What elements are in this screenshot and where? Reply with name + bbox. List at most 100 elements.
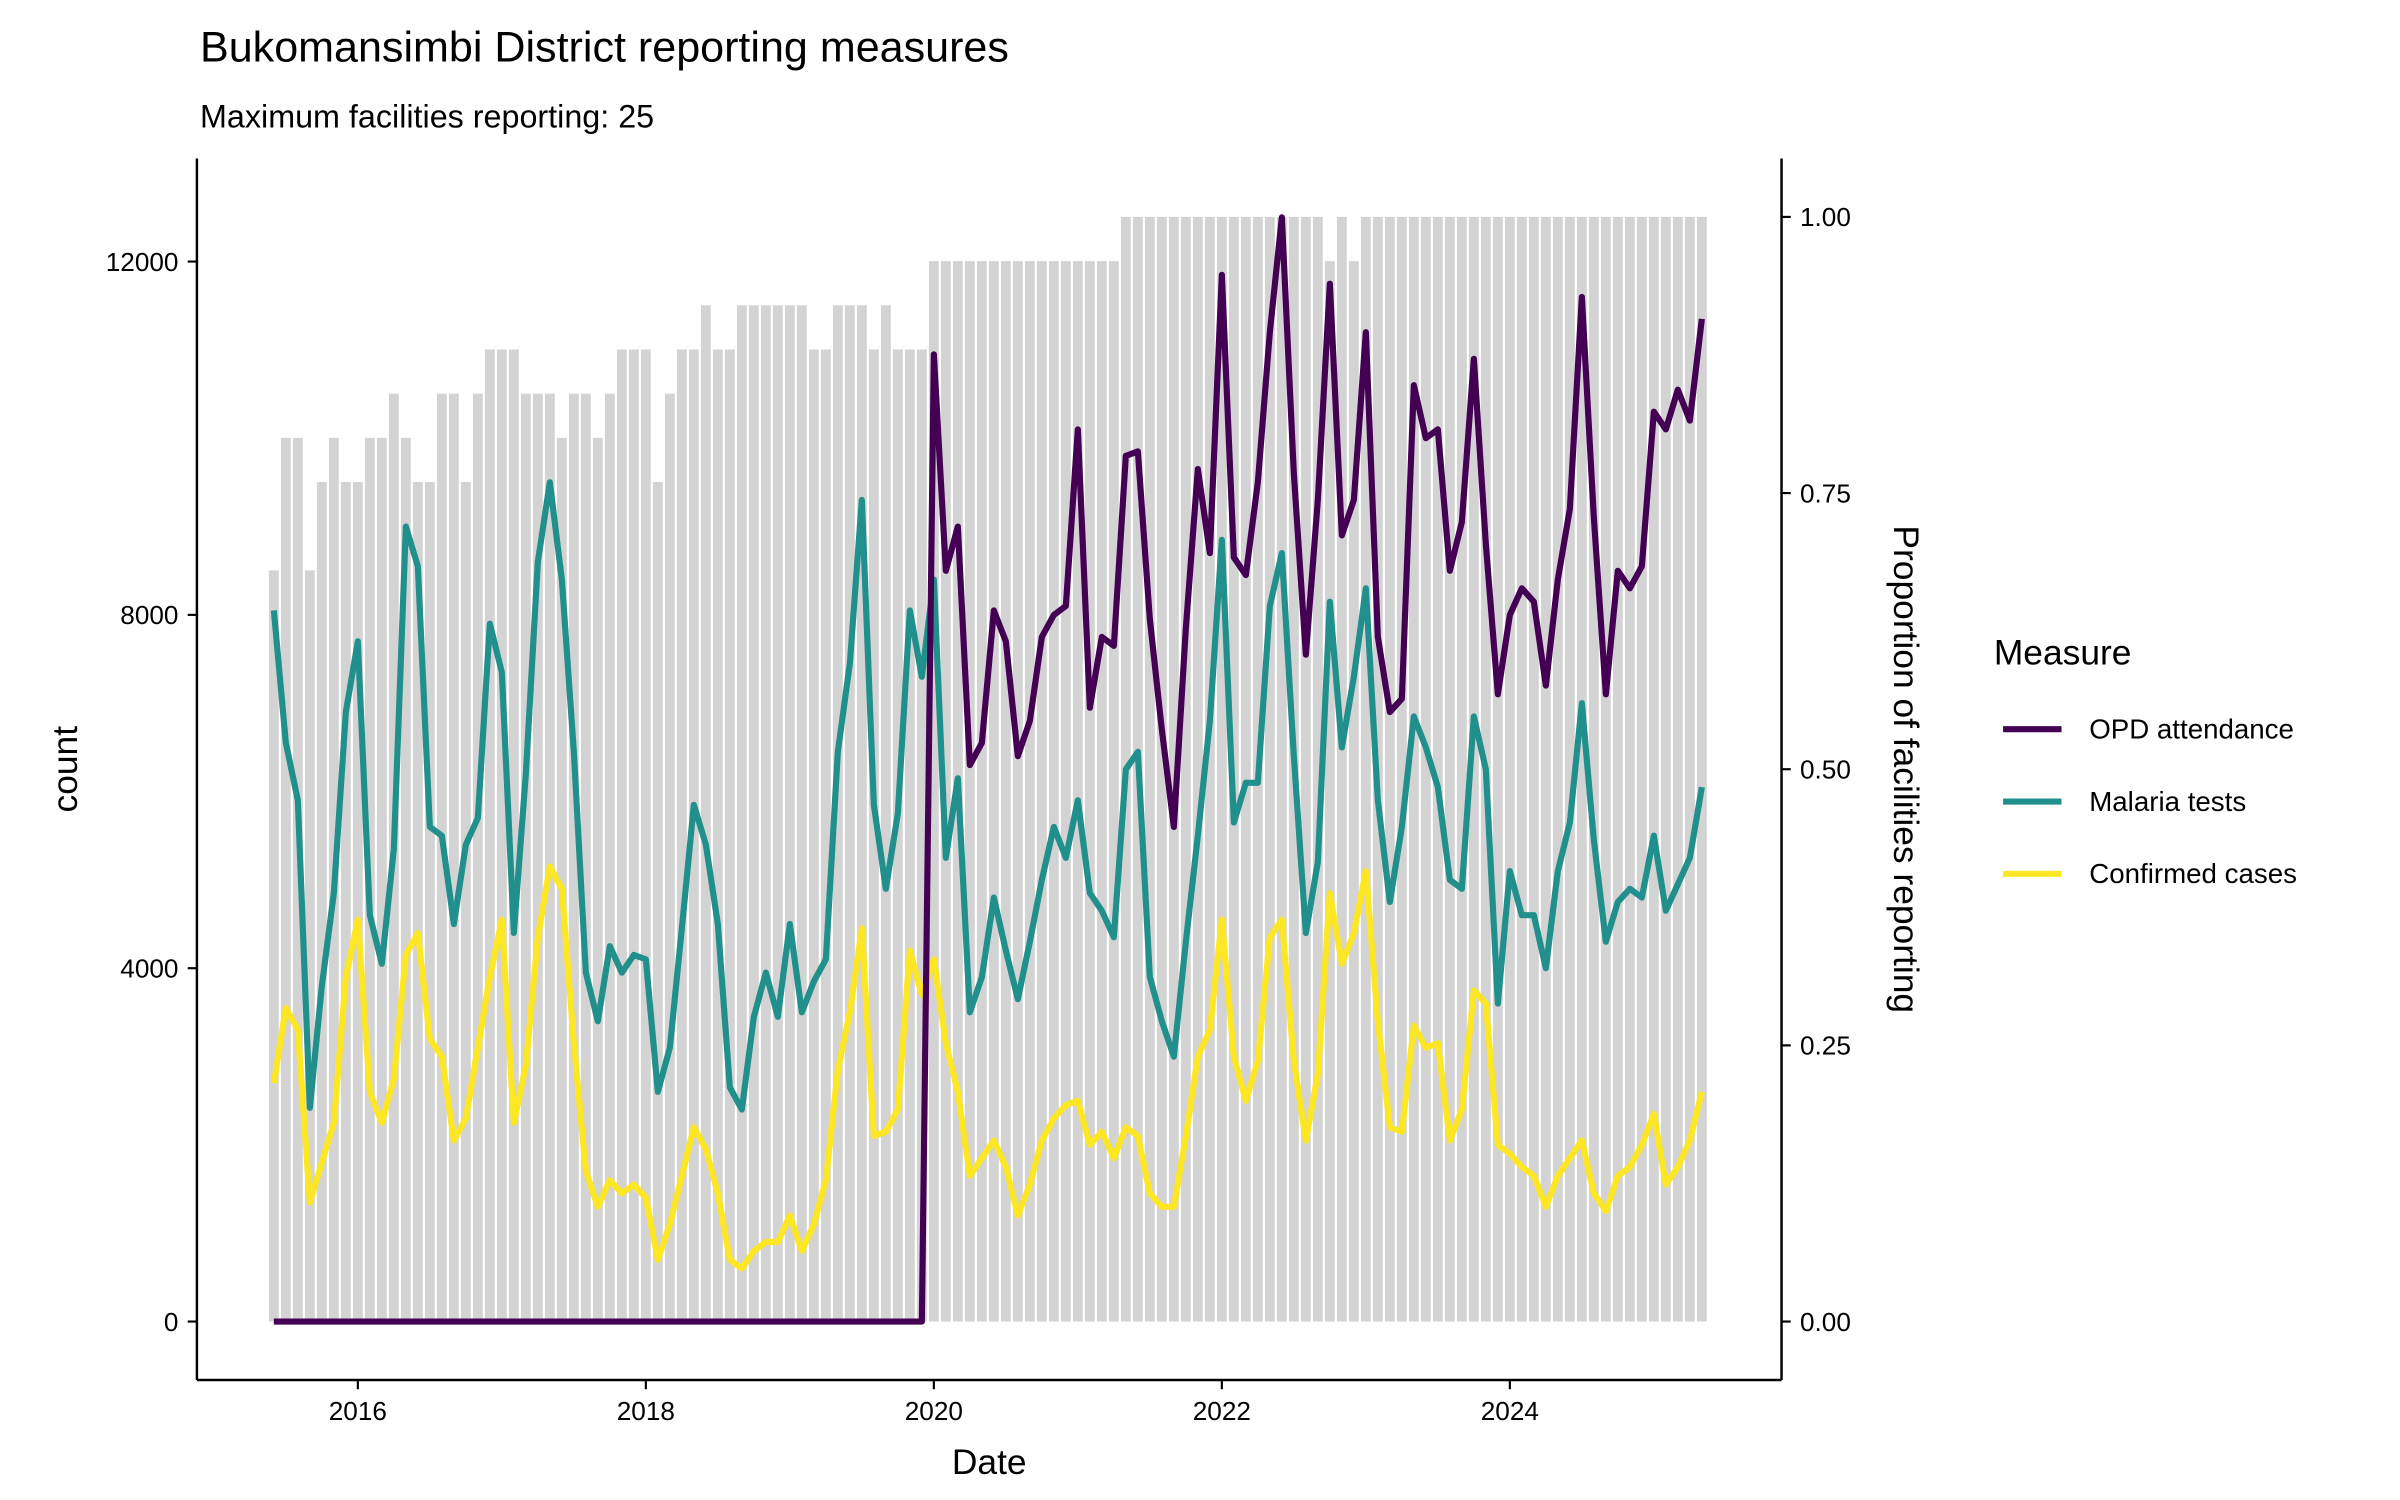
legend-label: Malaria tests <box>2089 786 2246 817</box>
chart-title: Bukomansimbi District reporting measures <box>200 24 1009 72</box>
facility-bar <box>268 570 279 1322</box>
facility-bar <box>880 305 891 1322</box>
y-tick-label: 4000 <box>120 953 178 983</box>
facility-bar <box>292 437 303 1322</box>
series-line-opd-attendance <box>273 214 1705 1325</box>
facility-bar <box>724 349 735 1322</box>
series-lines <box>270 214 1705 1325</box>
y2-tick-label: 0.00 <box>1800 1307 1851 1337</box>
y2-axis-label: Proportion of facilities reporting <box>1886 525 1925 1013</box>
facility-bar <box>1648 216 1659 1322</box>
facility-bar <box>424 482 435 1322</box>
facility-bar <box>1048 261 1059 1322</box>
x-tick-label: 2018 <box>617 1396 675 1426</box>
chart-subtitle: Maximum facilities reporting: 25 <box>200 99 654 135</box>
facility-bar <box>1612 216 1623 1322</box>
facility-bar <box>1576 216 1587 1322</box>
x-tick-label: 2022 <box>1193 1396 1251 1426</box>
facility-bar <box>916 349 927 1322</box>
facility-bar <box>1444 216 1455 1322</box>
facility-bar <box>340 482 351 1322</box>
y-axis-label: count <box>46 726 85 813</box>
facility-bar <box>1204 216 1215 1322</box>
facility-bar <box>1096 261 1107 1322</box>
x-axis-ticks: 2016 2018 2020 2022 2024 <box>329 1380 1539 1426</box>
y-axis-ticks: 0 4000 8000 12000 <box>106 247 197 1337</box>
facility-bar <box>544 393 555 1322</box>
facility-bar <box>1300 216 1311 1322</box>
facility-bar <box>1588 216 1599 1322</box>
facility-bar <box>1108 261 1119 1322</box>
facility-bar <box>1516 216 1527 1322</box>
facility-bar <box>1012 261 1023 1322</box>
facility-bar <box>616 349 627 1322</box>
facility-bar <box>1600 216 1611 1322</box>
y2-tick-label: 0.25 <box>1800 1031 1851 1061</box>
y-tick-label: 12000 <box>106 247 179 277</box>
facility-bar <box>472 393 483 1322</box>
facility-bar <box>1396 216 1407 1322</box>
facility-bar <box>832 305 843 1322</box>
facility-bar <box>1624 216 1635 1322</box>
facility-bar <box>1384 216 1395 1322</box>
facility-bar <box>1636 216 1647 1322</box>
facility-bar <box>448 393 459 1322</box>
facility-bar <box>1240 216 1251 1322</box>
facility-bar <box>508 349 519 1322</box>
facility-bar <box>568 393 579 1322</box>
facility-bar <box>1000 261 1011 1322</box>
facility-bar <box>1468 216 1479 1322</box>
facility-bar <box>412 482 423 1322</box>
facility-bar <box>1024 261 1035 1322</box>
facility-bar <box>1168 216 1179 1322</box>
facility-bar <box>1360 216 1371 1322</box>
facility-bar <box>1696 216 1707 1322</box>
facility-bar <box>304 570 315 1322</box>
y-tick-label: 0 <box>164 1307 179 1337</box>
facility-bar <box>496 349 507 1322</box>
facility-bar <box>976 261 987 1322</box>
facility-bar <box>796 305 807 1322</box>
facility-bar <box>904 349 915 1322</box>
facility-bar <box>1672 216 1683 1322</box>
facility-bar <box>520 393 531 1322</box>
facility-bar <box>640 349 651 1322</box>
facility-bar <box>760 305 771 1322</box>
facility-bar <box>1276 216 1287 1322</box>
y2-axis-ticks: 0.00 0.25 0.50 0.75 1.00 <box>1781 202 1851 1337</box>
y-tick-label: 8000 <box>120 600 178 630</box>
x-tick-label: 2016 <box>329 1396 387 1426</box>
legend-title: Measure <box>1994 634 2132 673</box>
facility-bar <box>1336 216 1347 1322</box>
x-tick-label: 2024 <box>1481 1396 1539 1426</box>
y2-tick-label: 1.00 <box>1800 202 1851 232</box>
facility-bar <box>652 482 663 1322</box>
facility-bar <box>964 261 975 1322</box>
facility-bar <box>580 393 591 1322</box>
facility-bar <box>604 393 615 1322</box>
facility-bar <box>1348 261 1359 1322</box>
series-line-malaria-tests <box>270 479 1705 1113</box>
y2-tick-label: 0.75 <box>1800 478 1851 508</box>
facility-bar <box>664 393 675 1322</box>
facility-bar <box>628 349 639 1322</box>
facility-bar <box>1216 216 1227 1322</box>
facility-bar <box>1432 216 1443 1322</box>
facility-bar <box>1264 216 1275 1322</box>
facility-bar <box>748 305 759 1322</box>
facility-bar <box>772 305 783 1322</box>
facility-bar <box>868 349 879 1322</box>
facility-bar <box>1192 216 1203 1322</box>
facility-bar <box>1552 216 1563 1322</box>
facility-bar <box>400 437 411 1322</box>
facility-bar <box>1564 216 1575 1322</box>
y2-tick-label: 0.50 <box>1800 754 1851 784</box>
facility-bar <box>352 482 363 1322</box>
facility-bar <box>712 349 723 1322</box>
facility-bar <box>1492 216 1503 1322</box>
facility-bar <box>1456 216 1467 1322</box>
facility-bar <box>1408 216 1419 1322</box>
facility-bar <box>928 261 939 1322</box>
facility-bar <box>1084 261 1095 1322</box>
facility-bar <box>1156 216 1167 1322</box>
